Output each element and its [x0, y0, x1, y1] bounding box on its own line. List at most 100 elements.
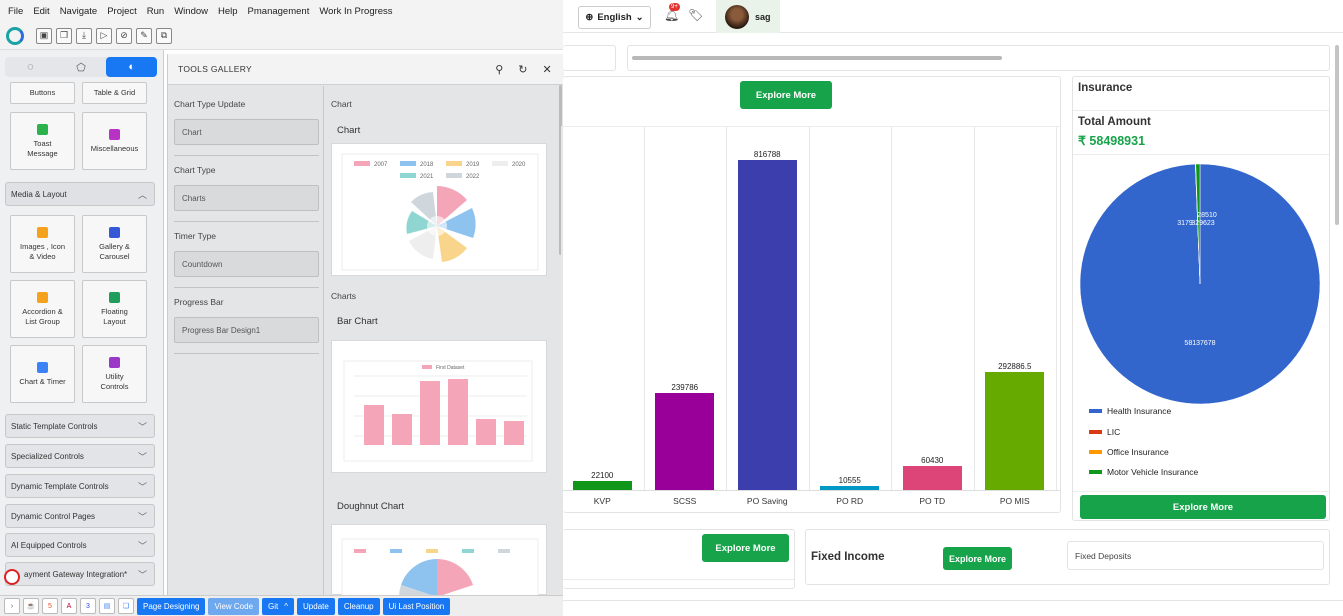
- pie-slice-label: 28510: [1197, 212, 1217, 219]
- chart-bar-scss[interactable]: [655, 393, 715, 490]
- menu-edit[interactable]: Edit: [33, 5, 50, 17]
- chart-tick-label: PO RD: [836, 496, 864, 506]
- update-button[interactable]: Update: [297, 597, 335, 615]
- save-icon[interactable]: ▣: [36, 27, 52, 44]
- palette-card-chart-timer[interactable]: Chart & Timer: [10, 345, 75, 403]
- java-icon[interactable]: ☕: [23, 598, 39, 614]
- stop-icon[interactable]: ⊘: [116, 27, 132, 44]
- menu-work-in-progress[interactable]: Work In Progress: [319, 5, 393, 17]
- bell-icon[interactable]: 🔔︎: [664, 8, 680, 22]
- gallery-item-bar-chart-title: Bar Chart: [337, 316, 378, 327]
- chevron-down-icon: ﹀: [137, 481, 147, 492]
- copy-icon[interactable]: ❐: [56, 27, 72, 44]
- section-media-layout[interactable]: Media & Layout ︿: [5, 182, 155, 206]
- tags-icon[interactable]: 🏷︎: [688, 8, 704, 22]
- git-button[interactable]: Git ^: [262, 597, 295, 615]
- sitemap-icon[interactable]: ⧉: [156, 27, 172, 44]
- close-icon[interactable]: ✕: [542, 63, 552, 76]
- menu-run[interactable]: Run: [146, 5, 165, 17]
- section-dynamic-template[interactable]: Dynamic Template Controls ﹀: [5, 474, 155, 498]
- palette-card-images[interactable]: Images , Icon & Video: [10, 215, 75, 273]
- timer-type-field[interactable]: Countdown: [174, 251, 319, 277]
- chart-bar-po-saving[interactable]: [737, 159, 797, 490]
- horizontal-scrollbar[interactable]: [632, 56, 1002, 60]
- section-payment-gateway[interactable]: ayment Gateway Integration* ﹀: [5, 562, 155, 586]
- palette-card-accordion[interactable]: Accordion & List Group: [10, 280, 75, 338]
- fixed-income-explore-button[interactable]: Explore More: [943, 547, 1012, 570]
- progress-bar-field[interactable]: Progress Bar Design1: [174, 317, 319, 343]
- thumb-legend-2022: 2022: [466, 174, 480, 180]
- menu-help[interactable]: Help: [218, 5, 238, 17]
- chart-bar-po-td[interactable]: [902, 465, 962, 490]
- gallery-icon: [109, 226, 120, 238]
- palette-card-table-grid[interactable]: Table & Grid: [82, 82, 147, 104]
- chart-type-update-field[interactable]: Chart: [174, 119, 319, 145]
- palette-card-floating[interactable]: Floating Layout: [82, 280, 147, 338]
- search-icon[interactable]: ⚲: [495, 63, 504, 76]
- gallery-thumb-bar-chart[interactable]: First Dataset: [331, 340, 547, 473]
- section-dynamic-pages[interactable]: Dynamic Control Pages ﹀: [5, 504, 155, 528]
- cleanup-button[interactable]: Cleanup: [337, 597, 380, 615]
- page-designing-button[interactable]: Page Designing: [137, 597, 206, 615]
- chevron-down-icon: ﹀: [137, 421, 147, 432]
- ui-last-position-button[interactable]: Ui Last Position: [382, 597, 451, 615]
- menu-pmanagement[interactable]: Pmanagement: [247, 5, 310, 17]
- thumb-legend-2007: 2007: [374, 162, 388, 168]
- language-label: English: [597, 12, 632, 23]
- chart-type-field[interactable]: Charts: [174, 185, 319, 211]
- shape-icon[interactable]: ⬠: [76, 61, 86, 74]
- palette-card-gallery[interactable]: Gallery & Carousel: [82, 215, 147, 273]
- palette-card-utility[interactable]: Utility Controls: [82, 345, 147, 403]
- chart-bar-kvp[interactable]: [572, 481, 632, 490]
- bar-chart-preview: First Dataset: [343, 360, 533, 462]
- file-icon[interactable]: ❏: [118, 598, 134, 614]
- section-ai-equipped[interactable]: AI Equipped Controls ﹀: [5, 533, 155, 557]
- language-select[interactable]: ⊕ English ⌄: [578, 6, 651, 29]
- download-icon[interactable]: ⤓: [76, 27, 92, 44]
- angular-icon[interactable]: A: [61, 598, 77, 614]
- chart-data-label: 22100: [591, 471, 614, 481]
- record-icon[interactable]: [4, 569, 20, 585]
- tools-gallery-panel: TOOLS GALLERY ⚲ ↻ ✕ Chart Type Update Ch…: [167, 54, 564, 600]
- controls-icon[interactable]: ◐: [106, 57, 158, 77]
- layout-icon: [109, 291, 120, 303]
- savings-explore-button[interactable]: Explore More: [740, 81, 832, 109]
- palette-card-toast[interactable]: Toast Message: [10, 112, 75, 170]
- database-icon[interactable]: ▤: [99, 598, 115, 614]
- run-icon[interactable]: ▷: [96, 27, 112, 44]
- gallery-thumb-chart[interactable]: 2007 2018 2019 2020 2021 2022: [331, 143, 547, 276]
- notification-badge: 9+: [669, 3, 680, 11]
- gallery-thumb-doughnut[interactable]: [331, 524, 547, 600]
- pie-slice-motor-vehicle-insurance[interactable]: [1195, 163, 1201, 285]
- menu-file[interactable]: File: [8, 5, 24, 17]
- css-icon[interactable]: 3: [80, 598, 96, 614]
- bottom-left-explore-button[interactable]: Explore More: [702, 534, 789, 562]
- ide-toolbar: ▣ ❐ ⤓ ▷ ⊘ ✎ ⧉: [0, 22, 563, 50]
- html-icon[interactable]: 5: [42, 598, 58, 614]
- palette-card-buttons[interactable]: Buttons: [10, 82, 75, 104]
- menu-navigate[interactable]: Navigate: [59, 5, 98, 17]
- insurance-explore-button[interactable]: Explore More: [1080, 495, 1326, 519]
- chart-tick-label: KVP: [593, 496, 611, 506]
- menu-window[interactable]: Window: [174, 5, 208, 17]
- gallery-scrollbar[interactable]: [559, 85, 562, 255]
- edit-icon[interactable]: ✎: [136, 27, 152, 44]
- control-palette: ◌ ⬠ ◐ Buttons Table & Grid Toast Message…: [0, 50, 164, 595]
- drop-icon[interactable]: ◌: [27, 61, 34, 73]
- menu-project[interactable]: Project: [107, 5, 137, 17]
- chart-gridline: [891, 126, 892, 490]
- page-scrollbar[interactable]: [1335, 45, 1339, 225]
- chart-bar-po-mis[interactable]: [985, 371, 1045, 490]
- chart-bar-po-rd[interactable]: [820, 485, 880, 490]
- palette-card-misc[interactable]: Miscellaneous: [82, 112, 147, 170]
- chart-data-label: 239786: [671, 383, 699, 393]
- chart-data-label: 292886.5: [998, 361, 1032, 371]
- refresh-icon[interactable]: ↻: [518, 63, 528, 76]
- section-static-template[interactable]: Static Template Controls ﹀: [5, 414, 155, 438]
- user-menu[interactable]: sag: [716, 0, 780, 33]
- view-code-button[interactable]: View Code: [208, 597, 260, 615]
- section-specialized[interactable]: Specialized Controls ﹀: [5, 444, 155, 468]
- fixed-deposits-card[interactable]: Fixed Deposits: [1067, 541, 1324, 570]
- chevron-right-icon[interactable]: ›: [4, 598, 20, 614]
